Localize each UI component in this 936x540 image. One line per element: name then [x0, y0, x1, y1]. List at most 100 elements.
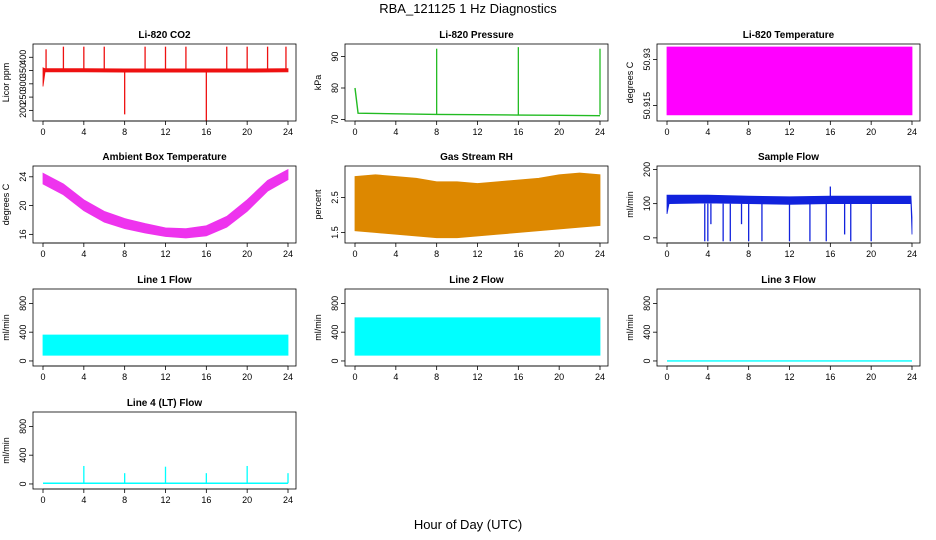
- y-tick-label: 1.5: [330, 226, 340, 239]
- x-tick-label: 20: [242, 372, 252, 382]
- x-tick-label: 8: [746, 249, 751, 259]
- x-tick-label: 16: [201, 372, 211, 382]
- panel-1: Li-820 CO2 Licor ppm 0 4 8 12 16 20 24 2002503003…: [1, 30, 297, 137]
- y-tick-label: 16: [18, 229, 28, 239]
- x-tick-label: 24: [595, 372, 605, 382]
- data-line: [354, 87, 601, 117]
- y-tick-label: 300: [18, 76, 28, 91]
- x-tick-label: 8: [122, 372, 127, 382]
- y-tick-label: 200: [642, 162, 652, 177]
- y-tick-label: 20: [18, 201, 28, 211]
- panel-7: Line 1 Flow ml/min 0 4 8 12 16 20 24 0 400 800: [1, 275, 297, 382]
- x-tick-label: 24: [595, 127, 605, 137]
- x-tick-label: 8: [122, 127, 127, 137]
- x-tick-label: 24: [283, 127, 293, 137]
- data-band: [354, 317, 601, 356]
- x-axis-caption: Hour of Day (UTC): [413, 517, 523, 532]
- x-tick-label: 12: [160, 249, 170, 259]
- x-tick-label: 0: [664, 249, 669, 259]
- data-band: [666, 194, 913, 235]
- x-tick-label: 4: [393, 372, 398, 382]
- x-tick-label: 0: [40, 249, 45, 259]
- x-tick-label: 20: [242, 495, 252, 505]
- y-axis-label: degrees C: [1, 183, 11, 225]
- x-tick-label: 4: [705, 249, 710, 259]
- x-tick-label: 24: [283, 495, 293, 505]
- x-tick-label: 0: [40, 372, 45, 382]
- x-tick-label: 16: [201, 249, 211, 259]
- plot-frame: [32, 411, 297, 490]
- panel-2: Li-820 Pressure kPa 0 4 8 12 16 20 24 70 80 90: [313, 30, 609, 137]
- y-tick-label: 800: [18, 296, 28, 311]
- x-tick-label: 16: [825, 127, 835, 137]
- y-tick-label: 250: [18, 90, 28, 105]
- x-tick-label: 20: [866, 127, 876, 137]
- x-tick-label: 8: [434, 127, 439, 137]
- panel-title: Sample Flow: [758, 152, 819, 163]
- x-tick-label: 24: [283, 249, 293, 259]
- x-tick-label: 4: [705, 127, 710, 137]
- y-tick-label: 0: [18, 358, 28, 363]
- data-band: [42, 168, 289, 239]
- plot-frame: [32, 43, 297, 122]
- panel-title: Gas Stream RH: [440, 152, 513, 163]
- panel-title: Li-820 CO2: [138, 30, 191, 41]
- x-tick-label: 16: [825, 249, 835, 259]
- x-tick-label: 4: [81, 495, 86, 505]
- data-band: [354, 172, 601, 239]
- x-tick-label: 24: [907, 372, 917, 382]
- x-tick-label: 8: [746, 127, 751, 137]
- x-tick-label: 16: [201, 127, 211, 137]
- y-tick-label: 400: [18, 325, 28, 340]
- y-tick-label: 0: [642, 235, 652, 240]
- x-tick-label: 16: [513, 372, 523, 382]
- y-tick-label: 350: [18, 63, 28, 78]
- x-tick-label: 24: [595, 249, 605, 259]
- panel-9: Line 3 Flow ml/min 0 4 8 12 16 20 24 0 400 800: [625, 275, 921, 382]
- x-tick-label: 16: [825, 372, 835, 382]
- y-tick-label: 50.915: [642, 92, 652, 120]
- x-tick-label: 8: [122, 249, 127, 259]
- y-tick-label: 400: [18, 448, 28, 463]
- x-tick-label: 16: [513, 249, 523, 259]
- y-tick-label: 800: [330, 296, 340, 311]
- y-axis-label: ml/min: [625, 314, 635, 341]
- y-axis-label: ml/min: [625, 191, 635, 218]
- x-tick-label: 20: [242, 249, 252, 259]
- x-tick-label: 20: [866, 372, 876, 382]
- x-tick-label: 8: [746, 372, 751, 382]
- x-tick-label: 12: [784, 372, 794, 382]
- x-tick-label: 20: [242, 127, 252, 137]
- x-tick-label: 12: [784, 127, 794, 137]
- y-tick-label: 70: [330, 114, 340, 124]
- y-axis-label: ml/min: [1, 437, 11, 464]
- y-tick-label: 90: [330, 52, 340, 62]
- x-tick-label: 4: [393, 249, 398, 259]
- x-tick-label: 12: [472, 372, 482, 382]
- plot-frame: [344, 43, 609, 122]
- y-axis-label: percent: [313, 189, 323, 220]
- x-tick-label: 24: [283, 372, 293, 382]
- y-tick-label: 2.5: [330, 191, 340, 204]
- x-tick-label: 0: [40, 495, 45, 505]
- data-band: [42, 334, 289, 356]
- y-tick-label: 24: [18, 172, 28, 182]
- x-tick-label: 8: [434, 249, 439, 259]
- x-tick-label: 12: [160, 372, 170, 382]
- y-tick-label: 800: [642, 296, 652, 311]
- x-tick-label: 0: [352, 249, 357, 259]
- x-tick-label: 0: [352, 372, 357, 382]
- y-axis-label: ml/min: [1, 314, 11, 341]
- x-tick-label: 0: [352, 127, 357, 137]
- y-tick-label: 50.93: [642, 48, 652, 71]
- panel-4: Ambient Box Temperature degrees C 0 4 8 12 16 2…: [1, 152, 297, 259]
- y-tick-label: 0: [642, 358, 652, 363]
- data-band: [42, 67, 289, 87]
- x-tick-label: 4: [705, 372, 710, 382]
- plot-frame: [656, 288, 921, 367]
- panel-10: Line 4 (LT) Flow ml/min 0 4 8 12 16 20 24 0 400 800: [1, 398, 297, 505]
- x-tick-label: 20: [554, 127, 564, 137]
- x-tick-label: 16: [513, 127, 523, 137]
- y-axis-label: degrees C: [625, 61, 635, 103]
- panel-title: Line 3 Flow: [761, 275, 816, 286]
